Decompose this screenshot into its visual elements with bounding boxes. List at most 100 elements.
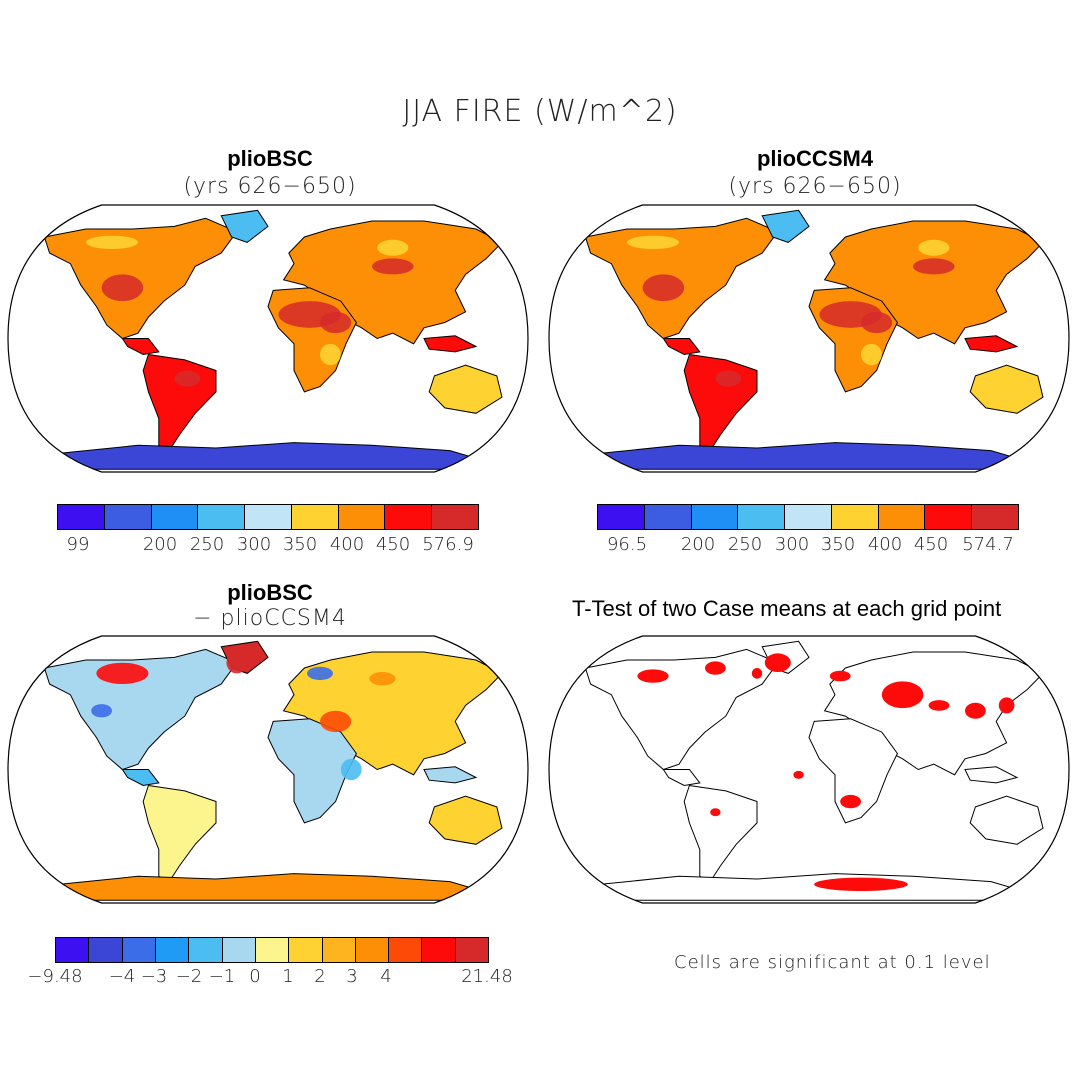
- colorbar-label: 3: [346, 966, 358, 987]
- landmass-centralAm: [662, 338, 701, 356]
- colorbar-swatch: [198, 505, 246, 529]
- panel2-subtitle: (yrs 626−650): [728, 174, 902, 199]
- panel4-title: T-Test of two Case means at each grid po…: [572, 596, 1002, 621]
- landmass-australia: [969, 795, 1044, 845]
- warm-region: [861, 343, 882, 366]
- significant-cell: [881, 681, 924, 709]
- colorbar-swatch: [151, 505, 199, 529]
- colorbar-swatch: [738, 505, 786, 529]
- colorbar-label: 250: [189, 534, 225, 555]
- colorbar-swatch: [222, 938, 256, 962]
- colorbar-difference: [55, 937, 489, 963]
- colorbar-label: 96.5: [606, 534, 648, 555]
- colorbar-label: −1: [208, 966, 236, 987]
- hot-region: [861, 311, 893, 334]
- anomaly-region: [226, 652, 248, 674]
- landmass-antarctica: [48, 442, 487, 470]
- warm-region: [320, 343, 341, 366]
- warm-region: [377, 239, 409, 256]
- hot-region: [372, 258, 414, 275]
- panel3-subtitle: − plioCCSM4: [193, 606, 347, 631]
- anomaly-region: [340, 758, 362, 781]
- map-border: [548, 204, 1070, 473]
- colorbar-label: 200: [680, 534, 716, 555]
- landmass-northAmerica: [584, 648, 779, 771]
- landmass-antarctica: [589, 442, 1028, 470]
- colorbar-swatch: [644, 505, 692, 529]
- landmass-centralAm: [121, 769, 160, 787]
- landmass-seAsiaIsl: [964, 335, 1019, 353]
- colorbar-swatch: [422, 938, 456, 962]
- colorbar-label: −2: [175, 966, 203, 987]
- landmass-antarctica: [589, 873, 1028, 901]
- significant-cell: [814, 877, 908, 891]
- colorbar-label: 4: [380, 966, 392, 987]
- hot-region: [913, 258, 955, 275]
- anomaly-region: [91, 704, 112, 718]
- colorbar-label: 400: [329, 534, 365, 555]
- colorbar-swatch: [355, 938, 390, 962]
- colorbar-swatch: [432, 505, 479, 529]
- landmass-australia: [969, 364, 1044, 414]
- landmass-southAmerica: [683, 784, 758, 883]
- colorbar-label: 350: [820, 534, 856, 555]
- hot-region: [174, 370, 201, 387]
- colorbar-swatch: [338, 505, 386, 529]
- landmass-seAsiaIsl: [964, 766, 1019, 784]
- landmass-southAmerica: [683, 353, 758, 452]
- significant-cell: [764, 653, 791, 673]
- colorbar-swatch: [104, 505, 152, 529]
- colorbar-label: 450: [375, 534, 411, 555]
- colorbar-swatch: [89, 938, 123, 962]
- panel3-title: plioBSC: [227, 580, 313, 605]
- colorbar-label: 450: [913, 534, 949, 555]
- colorbar-swatch: [189, 938, 223, 962]
- hot-region: [715, 370, 742, 387]
- anomaly-region: [96, 662, 149, 685]
- colorbar-swatch: [56, 938, 90, 962]
- landmass-seAsiaIsl: [423, 335, 478, 353]
- landmass-africa: [267, 718, 357, 824]
- colorbar-plioCCSM4: [597, 504, 1019, 530]
- colorbar-plioBSC: [57, 504, 479, 530]
- significant-cell: [998, 697, 1015, 714]
- warm-region: [918, 239, 950, 256]
- significant-cell: [840, 794, 861, 809]
- landmass-australia: [428, 795, 503, 845]
- anomaly-region: [307, 666, 333, 681]
- significant-cell: [965, 702, 986, 719]
- landmass-antarctica: [48, 873, 487, 901]
- significant-cell: [705, 661, 726, 675]
- figure-title: JJA FIRE (W/m^2): [402, 94, 678, 129]
- anomaly-region: [369, 672, 396, 686]
- colorbar-swatch: [878, 505, 926, 529]
- colorbar-label: 2: [314, 966, 326, 987]
- colorbar-label: 350: [282, 534, 318, 555]
- map-plioCCSM4: [548, 204, 1070, 473]
- landmass-northAmerica: [43, 217, 238, 340]
- colorbar-label: 200: [142, 534, 178, 555]
- landmass-seAsiaIsl: [423, 766, 478, 784]
- colorbar-label: 1: [282, 966, 294, 987]
- warm-region: [627, 235, 679, 250]
- map-difference: [7, 635, 529, 904]
- colorbar-swatch: [58, 505, 105, 529]
- colorbar-label: −9.48: [27, 966, 83, 987]
- colorbar-swatch: [925, 505, 973, 529]
- significant-cell: [710, 808, 721, 817]
- panel2-title: plioCCSM4: [756, 146, 874, 171]
- significant-cell: [829, 670, 851, 682]
- landmass-greenland: [220, 209, 269, 243]
- significant-cell: [793, 770, 804, 779]
- colorbar-label: −3: [140, 966, 168, 987]
- colorbar-label: 574.7: [962, 534, 1014, 555]
- colorbar-swatch: [155, 938, 190, 962]
- colorbar-label: 400: [867, 534, 903, 555]
- colorbar-swatch: [785, 505, 832, 529]
- colorbar-swatch: [691, 505, 739, 529]
- warm-region: [86, 235, 138, 250]
- landmass-southAmerica: [142, 784, 217, 883]
- landmass-northAmerica: [584, 217, 779, 340]
- landmass-greenland: [761, 209, 810, 243]
